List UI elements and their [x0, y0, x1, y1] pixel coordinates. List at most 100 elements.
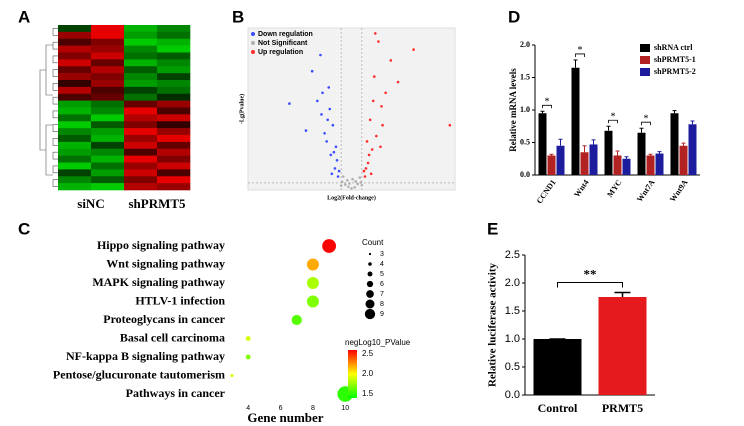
significance-label: * [644, 113, 649, 124]
legend-label: shPRMT5-1 [654, 55, 696, 64]
point [380, 105, 383, 108]
heatmap-cell [124, 80, 158, 88]
y-tick-label: 1.5 [505, 305, 520, 317]
heatmap-cell [124, 52, 158, 60]
x-tick-label: 4 [246, 405, 250, 412]
heatmap-cell [58, 25, 92, 33]
heatmap-cell [91, 176, 125, 184]
heatmap-cell [58, 128, 92, 136]
category-label: NF-kappa B signaling pathway [66, 349, 225, 363]
legend-swatch [640, 44, 650, 52]
heatmap-cell [58, 148, 92, 156]
point [367, 153, 371, 157]
heatmap-cell [124, 162, 158, 170]
bar [538, 113, 547, 175]
x-tick-label: 8 [311, 405, 315, 412]
size-legend-label: 6 [380, 281, 384, 288]
heatmap-cell [91, 86, 125, 95]
category-label: MAPK signaling pathway [92, 275, 225, 289]
heatmap-cell [91, 155, 125, 163]
heatmap-cell [91, 73, 125, 81]
error-bar [639, 127, 644, 133]
error-bar [606, 125, 611, 131]
heatmap-cell [91, 59, 125, 67]
column-label: shPRMT5 [128, 196, 186, 211]
panel-label: D [508, 7, 520, 26]
point [381, 123, 384, 127]
heatmap-cell [124, 107, 158, 115]
point [323, 132, 326, 135]
bar [655, 153, 664, 175]
point [396, 80, 400, 84]
dendrogram-branch [52, 179, 58, 187]
bar [556, 145, 565, 175]
y-tick-label: 2.0 [520, 40, 530, 49]
point [389, 59, 393, 62]
dot [230, 374, 234, 377]
heatmap-cell [58, 80, 92, 88]
dendrogram-branch [52, 165, 58, 174]
dot [306, 258, 319, 271]
legend-swatch [640, 56, 650, 64]
dot [306, 277, 319, 289]
heatmap-cell [58, 155, 92, 163]
size-legend-dot [365, 299, 375, 309]
error-bar [624, 156, 629, 159]
color-tick-label: 1.5 [362, 389, 374, 398]
heatmap-cell [124, 141, 158, 150]
error-bar [648, 153, 653, 156]
bar [604, 130, 613, 175]
point [343, 183, 347, 186]
bar [547, 155, 556, 175]
heatmap-cell [124, 86, 158, 95]
bar [580, 152, 589, 175]
point [358, 176, 362, 179]
point [356, 182, 360, 186]
point [448, 123, 452, 127]
point [350, 187, 353, 190]
y-axis-label: Relative luciferase activity [487, 263, 499, 388]
size-legend-label: 5 [380, 271, 384, 278]
point [331, 123, 335, 127]
panel-label: A [18, 7, 30, 26]
error-bar [615, 150, 620, 156]
heatmap-cell [157, 135, 191, 143]
error-bar [558, 138, 563, 146]
heatmap-cell [124, 128, 158, 136]
x-tick-label: Control [538, 401, 578, 415]
size-legend-dot [367, 271, 373, 277]
heatmap-cell [124, 114, 158, 122]
point [304, 129, 308, 132]
heatmap-cell [58, 86, 92, 95]
x-axis-label: Gene number [247, 410, 323, 425]
point [321, 91, 324, 95]
dendrogram-branch [52, 83, 58, 91]
heatmap-cell [157, 80, 191, 88]
heatmap-cell [157, 141, 191, 150]
dot [322, 239, 337, 253]
point [334, 145, 338, 149]
error-bar [591, 139, 596, 145]
y-tick-label: 0.0 [520, 170, 530, 179]
y-tick-label: 0.5 [520, 137, 530, 146]
point [346, 178, 349, 182]
error-bar [614, 291, 631, 297]
heatmap-cell [58, 141, 92, 150]
threshold-lines [248, 28, 455, 190]
legend-label: Not Significant [258, 40, 308, 47]
bar [646, 155, 655, 175]
heatmap-cell [58, 66, 92, 74]
dot [306, 295, 319, 308]
point [372, 75, 376, 78]
legend-marker [251, 32, 255, 36]
y-tick-label: 2.0 [505, 277, 520, 289]
point [336, 175, 340, 178]
point [370, 148, 374, 151]
heatmap-cell [91, 80, 125, 88]
point [319, 53, 322, 57]
category-label: Wnt signaling pathway [106, 256, 225, 270]
heatmap-cell [157, 100, 191, 108]
legend-label: Down regulation [258, 31, 313, 38]
y-tick-label: 1.0 [520, 105, 530, 114]
point [374, 32, 377, 35]
